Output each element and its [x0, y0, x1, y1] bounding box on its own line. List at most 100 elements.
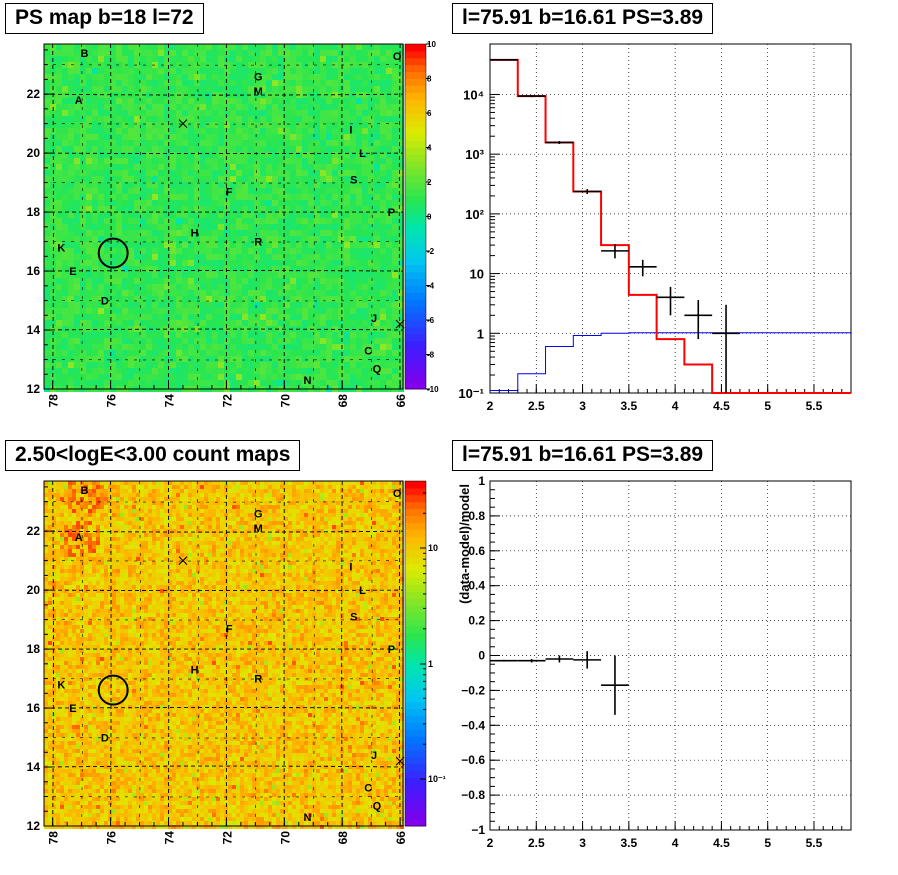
source-label-M: M — [254, 86, 263, 98]
source-label-E: E — [69, 266, 76, 278]
source-label-S: S — [350, 175, 357, 187]
count-map-ytick-label: 14 — [27, 760, 41, 774]
ps-colorbar-tick-label: 10 — [427, 40, 436, 49]
count-map-ytick-label: 22 — [27, 524, 41, 538]
spectrum-xtick-label: 2 — [487, 399, 494, 413]
spectrum-xtick-label: 2.5 — [528, 399, 545, 413]
spectrum-ytick-label: 1 — [477, 326, 484, 341]
residual-ytick-label: 0 — [478, 649, 485, 663]
residual-xtick-label: 2.5 — [528, 836, 545, 850]
cross-mark — [178, 119, 188, 128]
ps-map-title: PS map b=18 l=72 — [5, 3, 204, 34]
source-label-F: F — [226, 186, 233, 198]
ps-colorbar-tick-label: -10 — [427, 385, 439, 394]
source-label-A: A — [75, 532, 83, 544]
residual-ytick-label: −1 — [471, 823, 485, 837]
spectrum-ytick-label: 10⁴ — [463, 87, 484, 102]
ps-map-ytick-label: 16 — [27, 264, 41, 278]
count-map-pixels — [44, 481, 404, 829]
ps-map-coord-grid — [43, 43, 404, 390]
spectrum-ytick-label: 10 — [470, 267, 484, 282]
source-label-I: I — [349, 562, 352, 574]
count-map-xtick-label: 78 — [47, 831, 61, 845]
residual-ytick-label: 0.4 — [468, 579, 485, 593]
count-map-xtick-label: 72 — [220, 831, 234, 845]
ps-map-xtick-label: 68 — [336, 394, 350, 408]
source-label-N: N — [303, 812, 311, 824]
residual-xtick-label: 3.5 — [621, 836, 638, 850]
source-label-H: H — [191, 665, 199, 677]
count-map-ytick-label: 20 — [27, 583, 41, 597]
source-label-L: L — [359, 585, 366, 597]
source-label-R: R — [254, 674, 262, 686]
residual-grid — [490, 481, 851, 830]
source-label-C: C — [364, 346, 372, 358]
residual-ytick-label: −0.4 — [461, 718, 485, 732]
ps-map-pixels — [44, 44, 404, 392]
residual-xtick-label: 5.5 — [806, 836, 823, 850]
residual-plot: 2 2.5 3 3.5 4 4.5 5 5.5 −1 −0.8 −0.6 −0.4 −0.2 0 0.2 0.… — [457, 474, 852, 850]
source-label-Q: Q — [373, 800, 382, 812]
source-label-Q: Q — [373, 363, 382, 375]
ps-map-xtick-label: 78 — [47, 394, 61, 408]
residual-xtick-label: 4 — [672, 836, 679, 850]
count-map-ytick-label: 12 — [27, 819, 41, 833]
ps-colorbar-tick-label: -2 — [427, 247, 435, 256]
source-label-R: R — [254, 237, 262, 249]
ps-map-plot: 78 76 74 72 70 68 66 12 14 16 18 20 22 B O GM A IL S F P H R KE… — [27, 43, 427, 408]
source-label-I: I — [349, 125, 352, 137]
source-label-E: E — [69, 703, 76, 715]
spectrum-grid — [490, 44, 851, 393]
count-map-ytick-label: 18 — [27, 642, 41, 656]
source-label-G: G — [254, 71, 263, 83]
count-colorbar-tick-label: 10⁻¹ — [428, 774, 446, 784]
residual-ytick-label: −0.6 — [461, 753, 485, 767]
count-map-coord-grid — [43, 480, 404, 827]
ps-colorbar-tick-label: 0 — [427, 213, 432, 222]
source-label-D: D — [101, 733, 109, 745]
source-label-O: O — [393, 488, 402, 500]
spectrum-title: l=75.91 b=16.61 PS=3.89 — [452, 3, 714, 34]
count-colorbar-tick-label: 1 — [428, 659, 433, 669]
residual-xtick-label: 4.5 — [713, 836, 730, 850]
ps-colorbar-tick-label: 6 — [427, 109, 432, 118]
ps-map-xtick-label: 72 — [220, 394, 234, 408]
spectrum-xtick-label: 4.5 — [713, 399, 730, 413]
source-label-J: J — [371, 750, 377, 762]
residual-ytick-label: 0.8 — [468, 509, 485, 523]
count-map-xtick-label: 74 — [162, 831, 176, 845]
residual-xtick-label: 2 — [487, 836, 494, 850]
residual-ytick-label: 1 — [478, 474, 485, 488]
source-label-A: A — [75, 95, 83, 107]
ps-colorbar-tick-label: -8 — [427, 351, 435, 360]
source-label-L: L — [359, 148, 366, 160]
source-label-G: G — [254, 508, 263, 520]
count-map-colorbar — [404, 480, 427, 827]
count-map-xtick-label: 68 — [336, 831, 350, 845]
ps-map-colorbar — [404, 43, 427, 390]
ps-colorbar-tick-label: -4 — [427, 282, 435, 291]
cross-mark — [395, 756, 405, 766]
ps-map-frame — [43, 43, 404, 390]
residual-ytick-label: −0.8 — [461, 788, 485, 802]
point-source-step-line — [490, 332, 851, 392]
source-label-N: N — [303, 375, 311, 387]
count-map-xtick-label: 70 — [278, 831, 292, 845]
residual-xtick-label: 3 — [579, 836, 586, 850]
spectrum-xtick-label: 3.5 — [621, 399, 638, 413]
source-label-B: B — [81, 48, 89, 60]
spectrum-xtick-label: 4 — [672, 399, 679, 413]
ps-colorbar-tick-label: 4 — [427, 144, 432, 153]
ps-map-xtick-label: 76 — [105, 394, 119, 408]
residual-ylabel: (data-model)/model — [457, 484, 472, 604]
count-map-xtick-label: 66 — [394, 831, 408, 845]
source-label-O: O — [393, 51, 402, 63]
count-map-ytick-label: 16 — [27, 701, 41, 715]
residual-ytick-label: −0.2 — [461, 683, 485, 697]
selected-source-circle — [97, 674, 129, 706]
count-map-xtick-label: 76 — [105, 831, 119, 845]
spectrum-ytick-label: 10² — [465, 207, 484, 222]
count-colorbar-tick-label: 10 — [428, 543, 438, 553]
ps-map-xtick-label: 70 — [278, 394, 292, 408]
